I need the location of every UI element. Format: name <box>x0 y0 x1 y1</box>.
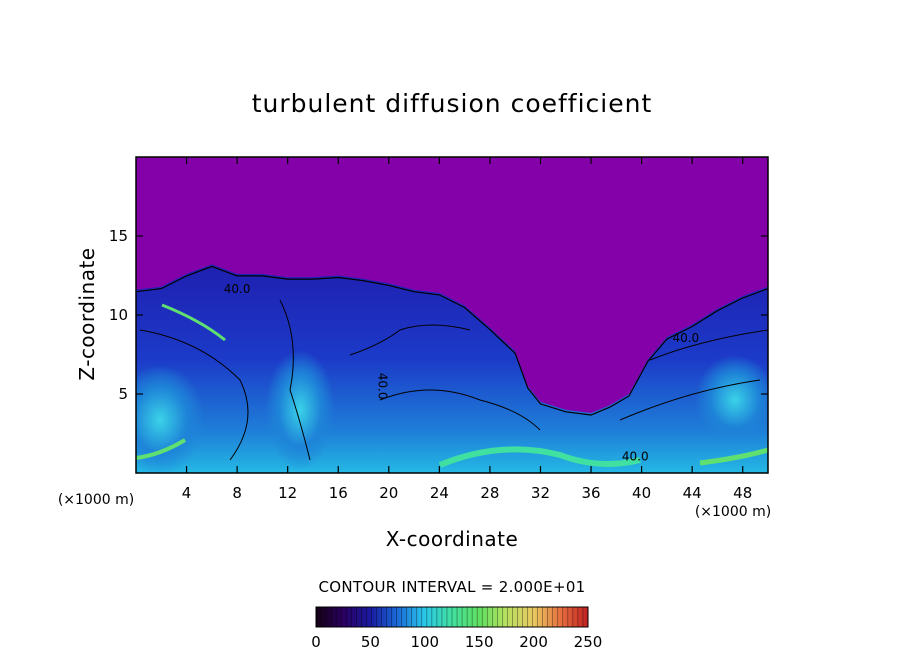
colorbar-tick-label: 0 <box>311 633 321 651</box>
contour-line-inner-5 <box>619 379 761 421</box>
green-streak-right <box>699 447 768 466</box>
contour-labels: 40.0 40.0 40.0 40.0 <box>224 282 699 463</box>
contour-line-inner-2 <box>279 299 311 461</box>
green-band-bottom <box>438 446 641 468</box>
x-axis-ticks: 4 8 12 16 20 24 28 32 36 40 44 48 <box>182 157 752 502</box>
colorbar-lines <box>320 607 584 627</box>
colorbar-tick-label: 200 <box>519 633 548 651</box>
x-tick-label: 44 <box>683 484 702 502</box>
contour-label: 40.0 <box>376 373 390 400</box>
chart-title: turbulent diffusion coefficient <box>252 89 653 118</box>
contour-line-inner-6 <box>349 324 471 356</box>
green-streak-left <box>136 438 187 460</box>
colorbar: 0 50 100 150 200 250 <box>311 606 602 651</box>
contour-line-inner-1 <box>139 329 249 461</box>
x-tick-label: 48 <box>733 484 752 502</box>
y-tick-label: 5 <box>118 385 128 403</box>
x-unit-right: (×1000 m) <box>695 504 771 520</box>
x-tick-label: 20 <box>379 484 398 502</box>
cyan-blob-right <box>695 355 768 445</box>
contour-line-outer <box>136 265 768 416</box>
contour-line-inner-4 <box>649 329 768 361</box>
x-tick-label: 8 <box>232 484 242 502</box>
y-axis-label: Z-coordinate <box>75 247 99 380</box>
plot-area: 40.0 40.0 40.0 40.0 <box>136 157 768 473</box>
contour-line-inner-3 <box>379 389 541 431</box>
contour-label: 40.0 <box>622 449 649 463</box>
cyan-blob-center <box>265 350 335 470</box>
colorbar-tick-label: 150 <box>465 633 494 651</box>
y-axis-ticks: 5 10 15 <box>109 227 768 403</box>
x-tick-label: 12 <box>278 484 297 502</box>
cyan-blob-left <box>136 365 205 473</box>
colorbar-tick-label: 100 <box>410 633 439 651</box>
colorbar-tick-label: 250 <box>574 633 603 651</box>
contour-interval-text: CONTOUR INTERVAL = 2.000E+01 <box>318 578 585 596</box>
x-unit-left: (×1000 m) <box>58 492 134 508</box>
green-streak-upper-left <box>161 303 226 342</box>
x-tick-label: 4 <box>182 484 192 502</box>
x-tick-label: 36 <box>581 484 600 502</box>
y-tick-label: 10 <box>109 306 128 324</box>
x-tick-label: 28 <box>480 484 499 502</box>
x-tick-label: 40 <box>632 484 651 502</box>
x-tick-label: 32 <box>531 484 550 502</box>
contour-label: 40.0 <box>224 282 251 296</box>
colorbar-ticks: 0 50 100 150 200 250 <box>311 633 602 651</box>
x-axis-label: X-coordinate <box>386 527 519 551</box>
x-tick-label: 16 <box>329 484 348 502</box>
x-tick-label: 24 <box>430 484 449 502</box>
colorbar-tick-label: 50 <box>361 633 380 651</box>
y-tick-label: 15 <box>109 227 128 245</box>
contour-label: 40.0 <box>672 331 699 345</box>
